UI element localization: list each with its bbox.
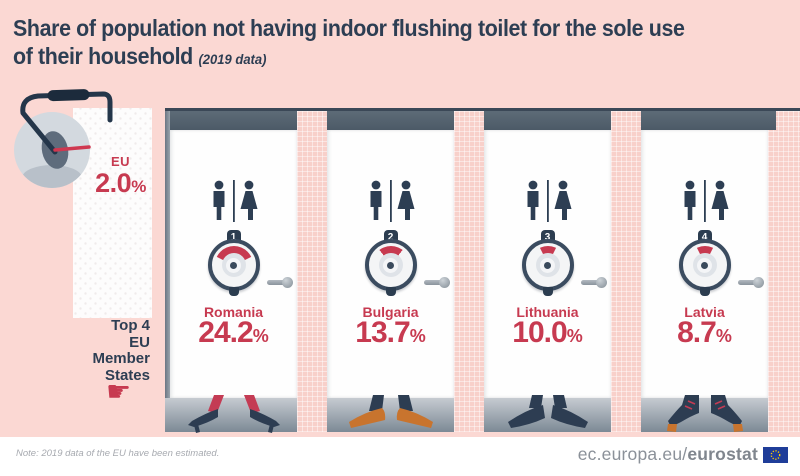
country-label: Lithuania	[516, 304, 579, 320]
stall-bulgaria: 2 Bulgaria 13.7%	[327, 108, 454, 437]
man-woman-icon	[527, 180, 571, 222]
stall-door: 2 Bulgaria 13.7%	[327, 130, 454, 398]
value-label: 10.0%	[512, 316, 583, 349]
eu-average-callout: EU 2.0%	[81, 155, 160, 201]
door-knob	[439, 277, 450, 288]
lock-dial	[364, 239, 417, 291]
door-handle	[581, 277, 607, 288]
feet-loafers-icon	[348, 395, 433, 428]
wall-edge	[165, 111, 170, 398]
lock-dial	[521, 239, 574, 291]
country-label: Bulgaria	[362, 304, 419, 320]
value-label: 8.7%	[677, 316, 732, 349]
title-line1: Share of population not having indoor fl…	[13, 15, 685, 41]
door-handle	[267, 277, 293, 288]
door-handle	[424, 277, 450, 288]
toilet-paper-roll-icon	[14, 89, 152, 318]
door-lock-dial: 3	[520, 230, 576, 296]
tile-pillar	[297, 111, 327, 432]
footnote: Note: 2019 data of the EU have been esti…	[16, 448, 220, 459]
stall-door: 3 Lithuania 10.0%	[484, 130, 611, 398]
stall-door: 4 Latvia 8.7%	[641, 130, 768, 398]
pointing-hand-icon: ☛	[106, 376, 132, 407]
title-line2: of their household (2019 data)	[13, 43, 267, 69]
eu-label: EU	[110, 154, 131, 169]
value-label: 24.2%	[198, 316, 269, 349]
ceiling-line	[165, 108, 800, 111]
door-lock-dial: 2	[363, 230, 419, 296]
tile-pillar	[454, 111, 484, 432]
lock-dial	[678, 239, 731, 291]
man-woman-icon	[370, 180, 414, 222]
footer-strip	[0, 437, 800, 476]
door-handle	[738, 277, 764, 288]
door-lock-dial: 4	[677, 230, 733, 296]
eu-flag-icon	[763, 447, 788, 463]
eu-value: 2.0%	[95, 168, 146, 198]
feet-heels-icon	[187, 395, 280, 433]
page-title: Share of population not having indoor fl…	[13, 14, 748, 73]
value-label: 13.7%	[355, 316, 426, 349]
title-year-note: (2019 data)	[198, 51, 267, 67]
man-woman-icon	[213, 180, 257, 222]
door-knob	[282, 277, 293, 288]
top4-label: Top 4 EU Member States	[92, 317, 150, 384]
restroom-scene: 1 Romania 24.2%	[165, 108, 800, 437]
country-label: Latvia	[684, 304, 725, 320]
stall-latvia: 4 Latvia 8.7%	[641, 108, 768, 437]
stall-romania: 1 Romania 24.2%	[170, 108, 297, 437]
red-pointer-icon	[53, 145, 91, 152]
stall-door: 1 Romania 24.2%	[170, 130, 297, 398]
feet-shoes-icon	[507, 395, 588, 428]
tile-wall	[768, 111, 800, 432]
feet-boots-icon	[666, 395, 743, 432]
door-lock-dial: 1	[206, 230, 262, 296]
door-knob	[596, 277, 607, 288]
stall-lithuania: 3 Lithuania 10.0%	[484, 108, 611, 437]
lock-dial	[207, 239, 260, 291]
country-label: Romania	[203, 304, 264, 320]
eurostat-url: ec.europa.eu/eurostat	[577, 444, 758, 464]
door-knob	[753, 277, 764, 288]
man-woman-icon	[684, 180, 728, 222]
tile-pillar	[611, 111, 641, 432]
